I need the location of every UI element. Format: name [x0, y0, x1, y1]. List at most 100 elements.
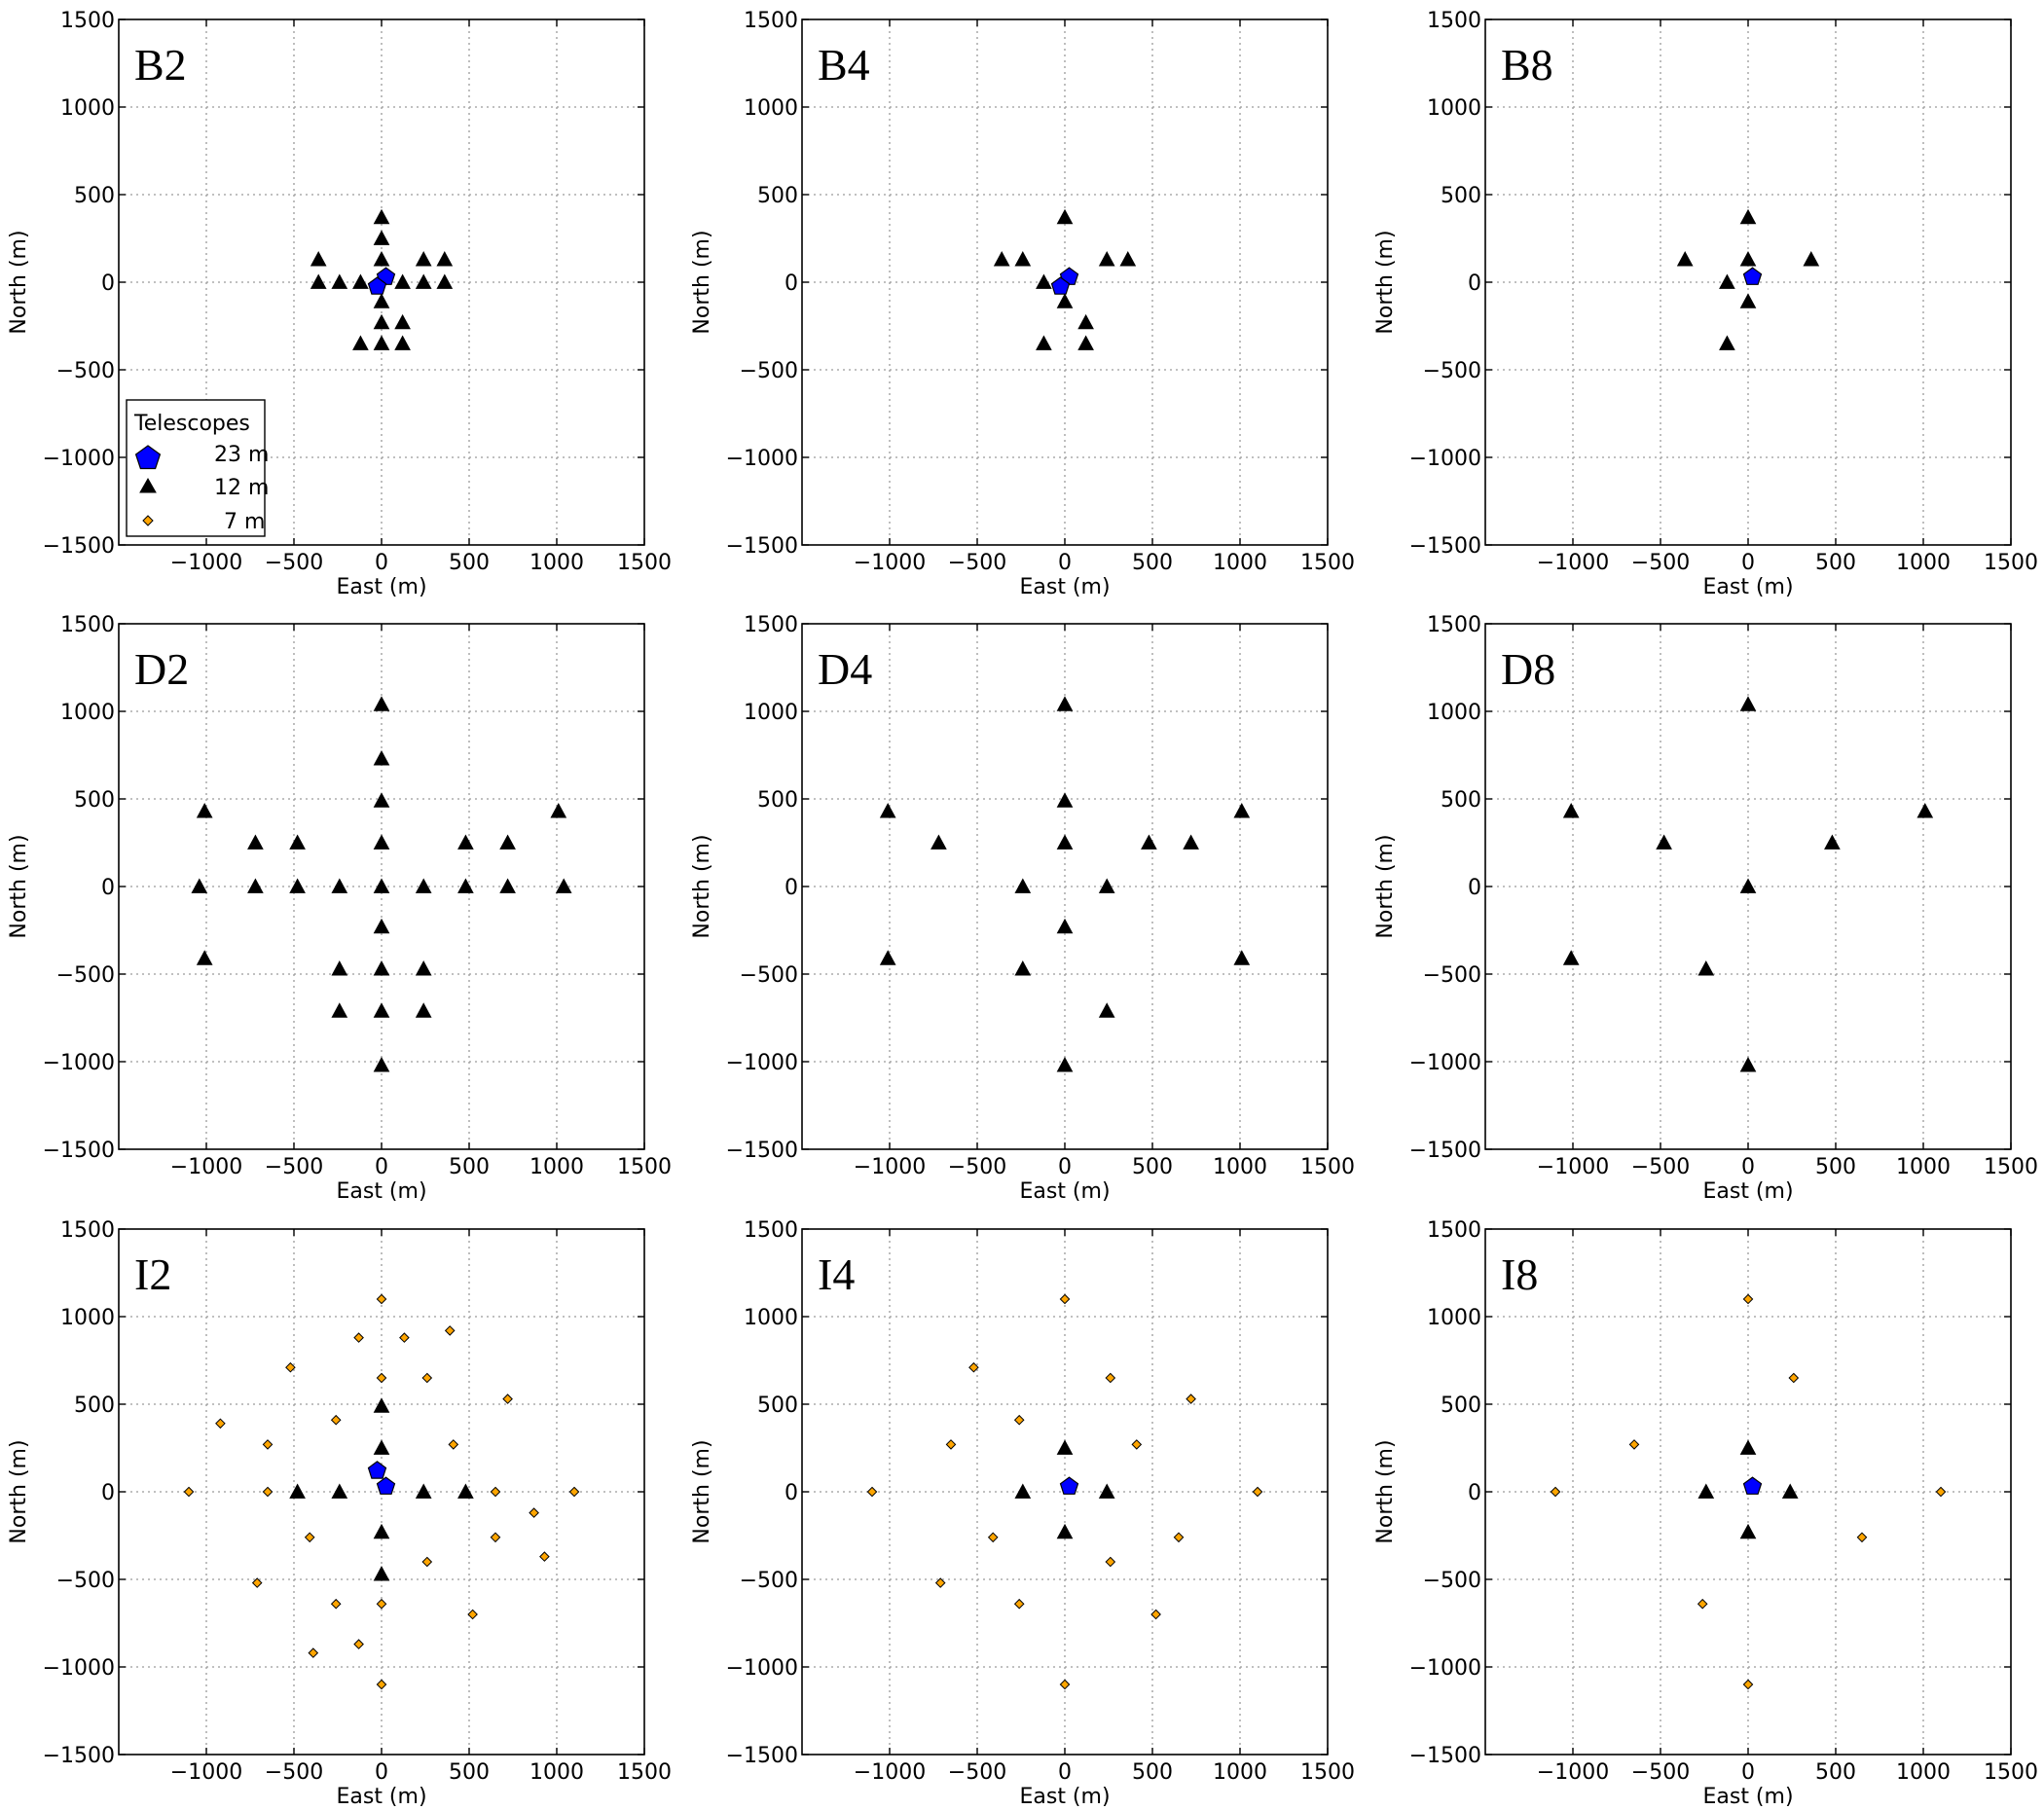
- telescope-12m-point: [289, 834, 306, 850]
- telescope-12m-point: [331, 273, 348, 289]
- y-tick-label: 0: [101, 1481, 115, 1505]
- telescope-12m-point: [373, 1439, 390, 1455]
- series-12-m-d8: [1562, 696, 1934, 1072]
- telescope-12m-point: [373, 750, 390, 766]
- x-tick-label: −500: [948, 1760, 1006, 1785]
- x-tick-label: 0: [375, 551, 388, 575]
- series-12-m-d2: [191, 696, 572, 1072]
- telescope-7m-point: [1131, 1439, 1143, 1450]
- telescope-12m-point: [499, 878, 516, 893]
- telescope-7m-point: [945, 1439, 957, 1450]
- legend-label-7m: 7 m: [224, 510, 265, 534]
- telescope-12m-point: [415, 251, 432, 267]
- panel-title-d8: D8: [1501, 644, 1555, 694]
- telescope-7m-point: [421, 1556, 433, 1568]
- telescope-7m-point: [568, 1486, 580, 1498]
- series-23-m-i8: [1742, 1476, 1763, 1495]
- y-tick-label: 0: [785, 272, 798, 296]
- y-tick-label: −1500: [43, 534, 115, 559]
- panel-i2: −1000 −500 0 500 1000 1500 −1500 −1000 −500 0 500 1…: [7, 1218, 672, 1809]
- y-axis-title: North (m): [690, 230, 714, 334]
- y-tick-label: 1000: [744, 96, 798, 121]
- telescope-12m-point: [1098, 1483, 1115, 1499]
- series-7-m-i4: [866, 1293, 1263, 1690]
- y-tick-label: 1000: [1427, 701, 1481, 725]
- y-tick-label: −500: [740, 963, 798, 988]
- y-tick-label: 0: [101, 272, 115, 296]
- telescope-12m-point: [373, 878, 390, 893]
- y-tick-label: 1000: [60, 96, 115, 121]
- x-tick-label: −500: [1631, 1760, 1690, 1785]
- y-tick-label: −500: [1423, 359, 1481, 383]
- y-tick-label: −1000: [1409, 447, 1481, 471]
- y-tick-label: −500: [740, 1569, 798, 1593]
- telescope-7m-point: [1935, 1486, 1947, 1498]
- telescope-7m-point: [1173, 1532, 1185, 1543]
- telescope-12m-point: [373, 230, 390, 245]
- series-7-m-i8: [1550, 1293, 1947, 1690]
- telescope-7m-point: [330, 1598, 342, 1610]
- series-12-m-i8: [1697, 1439, 1799, 1539]
- telescope-12m-point: [415, 273, 432, 289]
- telescope-12m-point: [436, 273, 454, 289]
- y-tick-label: −500: [740, 359, 798, 383]
- series-12-m-b2: [310, 208, 454, 350]
- telescope-12m-point: [1739, 1523, 1757, 1539]
- y-tick-label: 500: [74, 1394, 115, 1418]
- telescope-12m-point: [373, 1002, 390, 1018]
- telescope-7m-point: [353, 1332, 364, 1343]
- telescope-12m-point: [415, 960, 432, 976]
- panel-title-b8: B8: [1501, 40, 1553, 90]
- telescope-12m-point: [555, 878, 572, 893]
- telescope-7m-point: [1059, 1293, 1071, 1305]
- panel-b4: −1000 −500 0 500 1000 1500 −1500 −1000 −500 0 500 1…: [690, 9, 1355, 599]
- panel-title-i4: I4: [818, 1249, 855, 1299]
- y-axis-title: North (m): [1373, 230, 1398, 334]
- telescope-12m-point: [373, 293, 390, 308]
- x-tick-label: 0: [1741, 551, 1755, 575]
- telescope-7m-point: [308, 1647, 319, 1658]
- x-tick-label: −1000: [854, 551, 926, 575]
- telescope-12m-point: [373, 960, 390, 976]
- x-tick-label: 500: [1132, 551, 1173, 575]
- telescope-12m-point: [499, 834, 516, 850]
- telescope-7m-point: [1697, 1598, 1708, 1610]
- telescope-12m-point: [373, 313, 390, 330]
- telescope-12m-point: [1098, 1002, 1115, 1018]
- telescope-12m-point: [191, 878, 208, 893]
- telescope-7m-point: [421, 1372, 433, 1384]
- telescope-12m-point: [352, 273, 369, 289]
- x-tick-label: −1000: [1537, 1760, 1609, 1785]
- y-tick-label: 1000: [60, 701, 115, 725]
- telescope-12m-point: [1656, 834, 1672, 850]
- telescope-7m-point: [376, 1372, 387, 1384]
- x-tick-label: 1500: [1300, 1760, 1355, 1785]
- telescope-7m-point: [304, 1532, 315, 1543]
- telescope-7m-point: [866, 1486, 878, 1498]
- y-tick-label: 1000: [1427, 1306, 1481, 1330]
- telescope-12m-point: [352, 335, 369, 350]
- x-tick-label: 0: [1058, 1760, 1072, 1785]
- y-tick-label: 1000: [744, 1306, 798, 1330]
- series-12-m-b4: [993, 208, 1137, 350]
- telescope-7m-point: [376, 1679, 387, 1690]
- y-tick-label: −500: [56, 359, 115, 383]
- telescope-12m-point: [1562, 803, 1580, 818]
- telescope-12m-point: [1697, 1483, 1715, 1499]
- x-tick-label: 500: [1132, 1155, 1173, 1179]
- telescope-12m-point: [196, 950, 213, 965]
- x-tick-label: −1000: [170, 1155, 242, 1179]
- y-tick-label: 1500: [60, 613, 115, 637]
- telescope-12m-point: [373, 696, 390, 711]
- panel-title-d4: D4: [818, 644, 872, 694]
- telescope-12m-point: [373, 335, 390, 350]
- telescope-7m-point: [968, 1361, 979, 1373]
- telescope-7m-point: [215, 1418, 226, 1430]
- telescope-23m-point: [367, 276, 387, 295]
- telescope-12m-point: [1697, 960, 1715, 976]
- telescope-12m-point: [373, 918, 390, 934]
- panel-title-i8: I8: [1501, 1249, 1538, 1299]
- telescope-12m-point: [1781, 1483, 1799, 1499]
- telescope-12m-point: [394, 273, 411, 289]
- telescope-12m-point: [373, 1523, 390, 1539]
